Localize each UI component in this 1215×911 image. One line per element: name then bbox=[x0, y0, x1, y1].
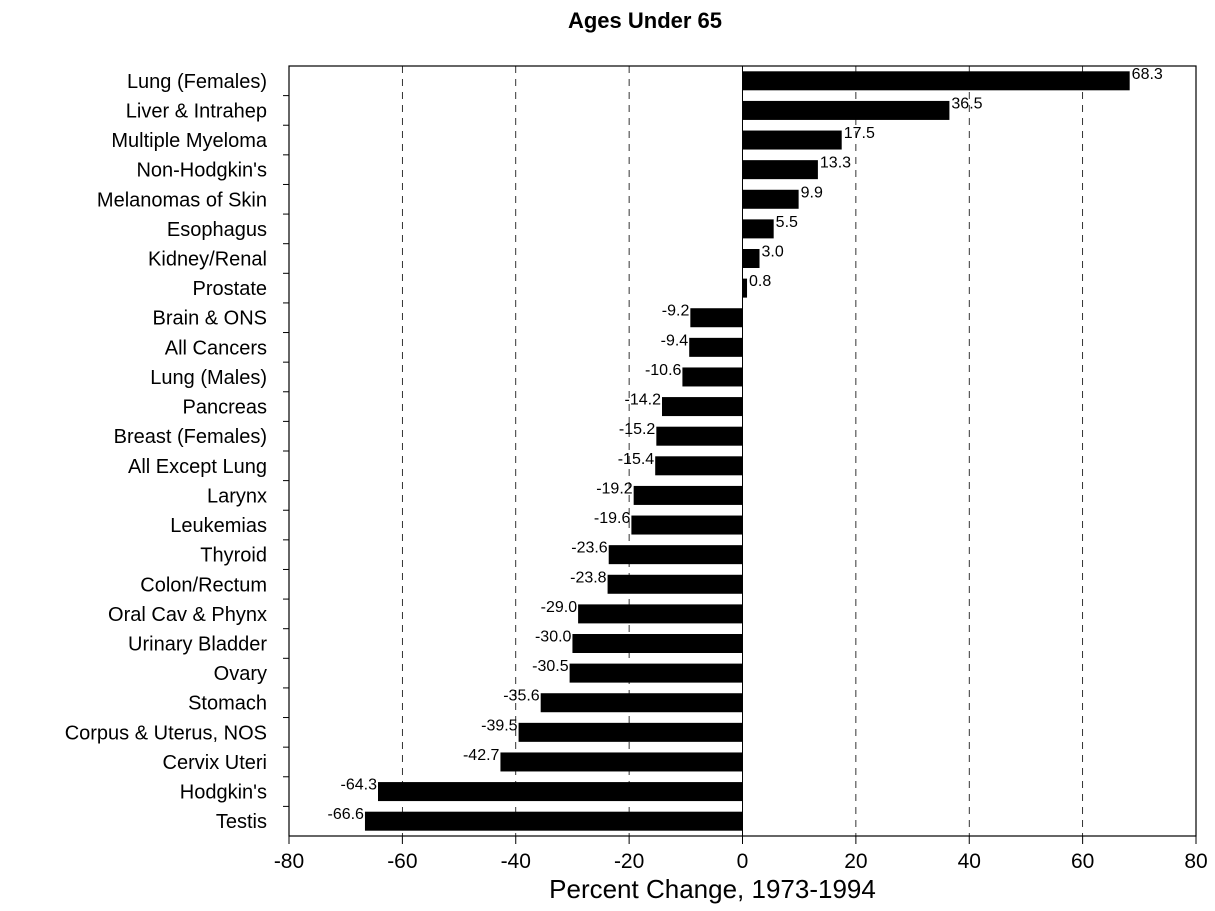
data-label: -35.6 bbox=[503, 688, 540, 705]
category-label: Hodgkin's bbox=[180, 782, 267, 804]
category-label: Brain & ONS bbox=[153, 308, 267, 330]
data-label: -30.0 bbox=[535, 629, 572, 646]
bar bbox=[364, 811, 743, 831]
data-label: -42.7 bbox=[463, 747, 500, 764]
category-label: All Cancers bbox=[165, 337, 267, 359]
bar bbox=[569, 663, 743, 683]
data-label: -29.0 bbox=[541, 599, 578, 616]
bar bbox=[578, 604, 743, 624]
x-axis-title: Percent Change, 1973-1994 bbox=[549, 874, 876, 904]
bar bbox=[689, 337, 743, 357]
bar bbox=[633, 485, 743, 505]
bar bbox=[655, 456, 743, 476]
data-label: -9.2 bbox=[662, 303, 690, 320]
bar bbox=[742, 130, 842, 150]
category-label: Leukemias bbox=[170, 515, 267, 537]
category-label: Corpus & Uterus, NOS bbox=[65, 722, 267, 744]
category-label: All Except Lung bbox=[128, 456, 267, 478]
x-tick-label: -20 bbox=[614, 850, 644, 873]
data-label: 0.8 bbox=[749, 273, 771, 290]
data-label: -15.2 bbox=[619, 421, 656, 438]
data-label: -14.2 bbox=[625, 392, 662, 409]
data-label: -39.5 bbox=[481, 717, 518, 734]
data-label: 9.9 bbox=[801, 184, 823, 201]
data-label: -23.8 bbox=[570, 569, 607, 586]
category-label: Urinary Bladder bbox=[128, 634, 267, 656]
category-label: Lung (Females) bbox=[127, 71, 267, 93]
data-label: -10.6 bbox=[645, 362, 682, 379]
data-label: -23.6 bbox=[571, 540, 608, 557]
data-label: 17.5 bbox=[844, 125, 875, 142]
category-label: Multiple Myeloma bbox=[111, 130, 267, 152]
category-label: Ovary bbox=[214, 663, 267, 685]
bar bbox=[607, 574, 743, 594]
x-tick-label: 60 bbox=[1071, 850, 1094, 873]
data-label: -64.3 bbox=[341, 777, 378, 794]
category-label: Melanomas of Skin bbox=[97, 189, 267, 211]
x-tick-label: 40 bbox=[958, 850, 981, 873]
x-tick-label: -60 bbox=[387, 850, 417, 873]
bar bbox=[742, 249, 760, 268]
category-label: Testis bbox=[216, 811, 267, 833]
bar bbox=[690, 308, 743, 328]
x-tick-label: -80 bbox=[274, 850, 304, 873]
category-label: Pancreas bbox=[183, 397, 268, 419]
category-label: Larynx bbox=[207, 485, 267, 507]
bar bbox=[682, 367, 743, 387]
bar bbox=[742, 219, 774, 239]
x-tick-label: 20 bbox=[844, 850, 867, 873]
category-label: Thyroid bbox=[200, 545, 267, 567]
data-label: 5.5 bbox=[776, 214, 798, 231]
x-tick-label: -40 bbox=[501, 850, 531, 873]
data-label: 3.0 bbox=[762, 244, 784, 261]
bar bbox=[377, 782, 743, 802]
data-label: 68.3 bbox=[1132, 66, 1163, 83]
category-label: Breast (Females) bbox=[114, 426, 267, 448]
data-label: -15.4 bbox=[618, 451, 655, 468]
data-label: -19.6 bbox=[594, 510, 631, 527]
data-label: -19.2 bbox=[596, 480, 633, 497]
data-label: -30.5 bbox=[532, 658, 569, 675]
bar bbox=[662, 397, 743, 417]
bar bbox=[656, 426, 743, 446]
bar bbox=[608, 545, 743, 565]
bar bbox=[742, 100, 950, 120]
x-tick-label: 80 bbox=[1184, 850, 1207, 873]
bar bbox=[742, 71, 1130, 91]
bar bbox=[540, 693, 743, 713]
category-label: Colon/Rectum bbox=[140, 574, 267, 596]
bar bbox=[500, 752, 743, 772]
category-label: Prostate bbox=[193, 278, 267, 300]
data-label: -66.6 bbox=[327, 806, 364, 823]
bar bbox=[742, 160, 818, 180]
category-label: Cervix Uteri bbox=[163, 752, 267, 774]
bar bbox=[742, 278, 748, 298]
bar bbox=[631, 515, 743, 535]
data-label: 36.5 bbox=[951, 95, 982, 112]
category-label: Lung (Males) bbox=[150, 367, 267, 389]
bar bbox=[518, 722, 743, 742]
bar bbox=[742, 189, 799, 209]
category-label: Stomach bbox=[188, 693, 267, 715]
category-label: Esophagus bbox=[167, 219, 267, 241]
data-label: -9.4 bbox=[661, 332, 689, 349]
data-label: 13.3 bbox=[820, 155, 851, 172]
bar bbox=[572, 634, 743, 653]
category-label: Kidney/Renal bbox=[148, 249, 267, 271]
category-label: Liver & Intrahep bbox=[126, 100, 267, 122]
chart-title: Ages Under 65 bbox=[567, 8, 723, 33]
category-label: Oral Cav & Phynx bbox=[108, 604, 267, 626]
x-tick-label: 0 bbox=[737, 850, 749, 873]
category-label: Non-Hodgkin's bbox=[136, 160, 267, 182]
